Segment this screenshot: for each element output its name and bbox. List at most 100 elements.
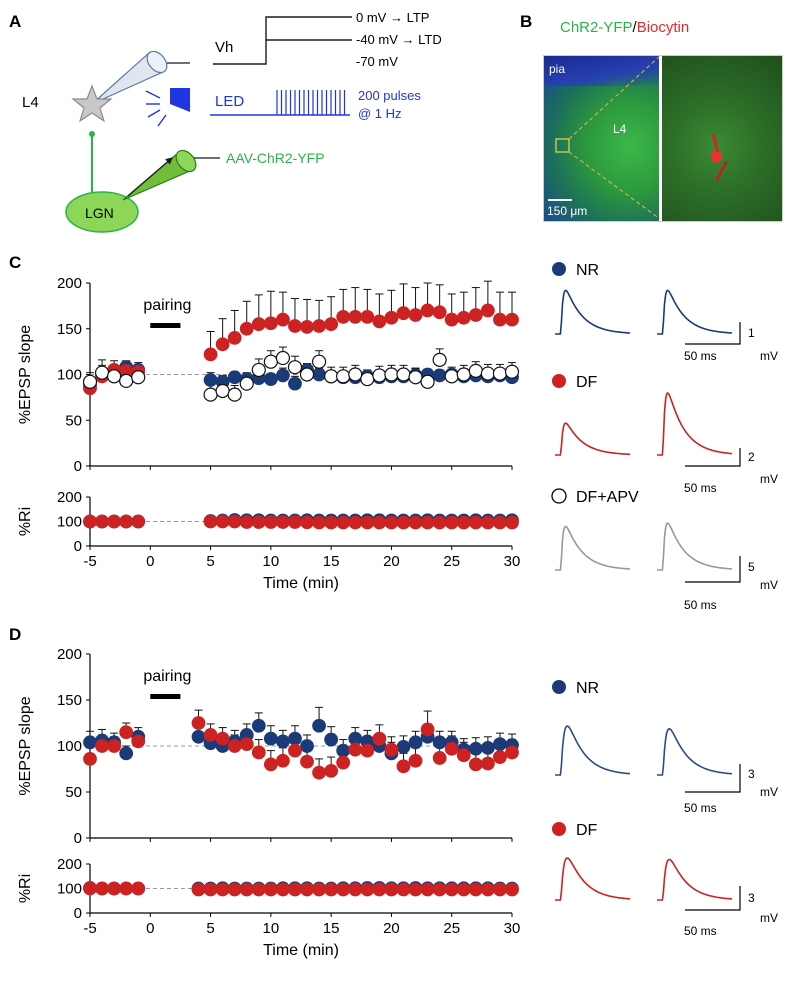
scale-ms-c-df: 50 ms	[684, 481, 717, 495]
scalebar-c-apv: 5 50 ms mV	[684, 556, 778, 612]
x-tick-label: 20	[383, 920, 400, 937]
data-point	[493, 750, 507, 764]
series-df	[83, 303, 519, 396]
data-point	[372, 314, 387, 329]
y-tick-label: 200	[57, 275, 82, 292]
data-point	[288, 743, 302, 758]
data-point	[493, 312, 507, 327]
data-point	[432, 515, 447, 530]
data-point	[276, 753, 290, 768]
data-point	[215, 383, 230, 399]
scale-mv-d-nr: 3	[748, 767, 755, 781]
x-tick-label: 30	[504, 920, 521, 937]
data-point	[119, 881, 134, 896]
data-point	[227, 514, 242, 529]
data-point	[348, 367, 363, 382]
data-point	[505, 745, 519, 760]
data-point	[300, 882, 314, 897]
y-tick-label: 0	[74, 458, 82, 475]
data-point	[95, 881, 109, 896]
data-point	[215, 337, 230, 352]
epsp-trace-after	[657, 289, 733, 335]
data-point	[493, 882, 507, 897]
data-point	[396, 759, 411, 774]
series-df	[83, 716, 519, 780]
zoom-line-bottom	[568, 151, 661, 220]
data-point	[360, 882, 375, 897]
data-point	[420, 882, 435, 897]
data-point	[408, 735, 423, 750]
y-tick-label: 0	[74, 538, 82, 555]
data-point	[239, 321, 254, 336]
panel-label-c: C	[9, 253, 21, 272]
data-point	[408, 308, 423, 322]
data-point	[263, 354, 278, 369]
data-point	[492, 366, 508, 381]
data-point	[505, 312, 519, 327]
scale-ms-c-nr: 50 ms	[684, 349, 717, 363]
data-point	[95, 739, 109, 753]
x-axis-label: Time (min)	[263, 575, 339, 592]
data-point	[263, 316, 278, 331]
data-point	[408, 753, 423, 768]
data-point	[276, 368, 290, 383]
trace-d-df	[555, 857, 733, 901]
traces-d: NR 3 50 ms mV DF 3 50 ms mV	[552, 680, 778, 938]
data-point	[276, 312, 290, 327]
micrograph-panel	[543, 55, 783, 222]
data-point	[288, 515, 302, 529]
x-tick-label: 15	[323, 553, 340, 570]
data-point	[444, 741, 459, 756]
y-tick-label: 150	[57, 692, 82, 709]
data-point	[287, 360, 303, 375]
panel-label-b: B	[520, 12, 532, 31]
data-point	[493, 515, 507, 530]
epsp-trace-after	[657, 391, 733, 456]
epsp-trace-before	[555, 725, 631, 776]
x-tick-label: 20	[383, 553, 400, 570]
recording-pipette-icon	[91, 50, 190, 105]
micro-scalebar-label: 150 μm	[547, 204, 587, 218]
epsp-trace-after	[657, 728, 732, 776]
x-tick-label: 25	[443, 920, 460, 937]
chart-d-epsp: 0 50 100 150 200 %EPSP slope pairing	[17, 646, 519, 847]
data-point	[396, 740, 411, 754]
data-point	[119, 514, 134, 529]
legend-df-d: DF	[576, 822, 598, 839]
data-point	[324, 882, 339, 897]
data-point	[83, 514, 97, 529]
y-tick-label: 100	[57, 514, 82, 531]
data-point	[480, 756, 495, 771]
scalebar-c-df: 2 50 ms mV	[684, 448, 778, 495]
series-nr	[83, 718, 519, 761]
data-point	[191, 716, 206, 730]
data-point	[203, 882, 218, 897]
data-point	[312, 882, 326, 897]
series-df	[83, 881, 519, 897]
data-point	[468, 757, 483, 772]
scale-ms-c-apv: 50 ms	[684, 598, 717, 612]
data-point	[203, 728, 218, 742]
scale-mv-c-apv: 5	[748, 560, 755, 574]
data-point	[203, 387, 218, 402]
data-point	[396, 882, 411, 897]
data-point	[131, 514, 146, 529]
data-point	[107, 739, 122, 753]
legend-nr-d: NR	[576, 680, 599, 697]
data-point	[480, 303, 495, 318]
data-point	[396, 515, 411, 530]
data-point	[119, 373, 134, 389]
x-tick-label: 0	[146, 553, 154, 570]
data-point	[336, 755, 351, 770]
y-tick-label: 150	[57, 321, 82, 338]
data-point	[480, 366, 495, 381]
y-tick-label: 50	[65, 412, 82, 429]
data-point	[263, 731, 278, 746]
data-point	[215, 514, 230, 529]
data-point	[239, 376, 254, 391]
data-point	[288, 882, 302, 897]
scalebar-d-df: 3 50 ms mV	[684, 886, 778, 938]
data-point	[299, 367, 315, 382]
